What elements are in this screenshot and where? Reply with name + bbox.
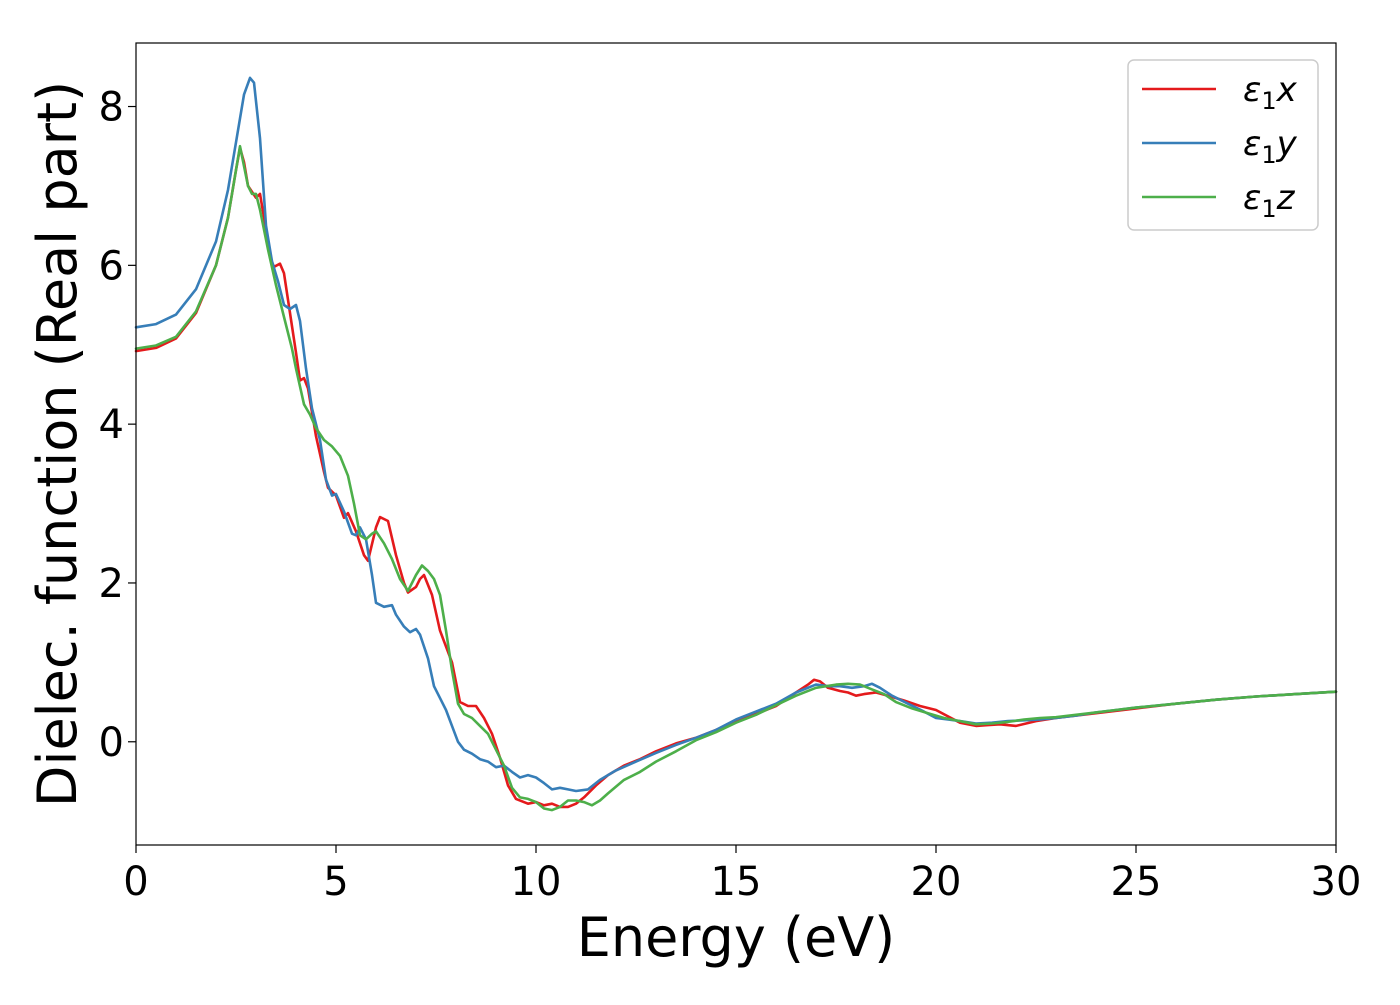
x-tick-label: 25 [1111, 859, 1162, 905]
series-line-z [134, 144, 1338, 812]
y-axis: 0 2 4 6 8 [99, 85, 136, 766]
legend-label-z: ε1z [1243, 178, 1296, 223]
y-tick-label: 8 [99, 85, 124, 131]
legend-items: ε1x ε1y ε1z [1142, 70, 1298, 223]
x-tick-label: 15 [711, 859, 762, 905]
legend: ε1x ε1y ε1z [1127, 59, 1319, 231]
x-tick-label: 30 [1311, 859, 1362, 905]
y-tick-label: 0 [99, 720, 124, 766]
series-layer [134, 76, 1338, 812]
x-axis-title: Energy (eV) [577, 906, 896, 969]
y-tick-label: 6 [99, 243, 124, 289]
legend-label-x: ε1x [1243, 70, 1298, 115]
y-tick-label: 2 [99, 561, 124, 607]
x-tick-label: 10 [511, 859, 562, 905]
y-axis-title: Dielec. function (Real part) [26, 81, 89, 807]
legend-box [1127, 59, 1319, 231]
x-tick-label: 0 [123, 859, 148, 905]
x-axis: 0 5 10 15 20 25 30 [123, 845, 1361, 905]
y-tick-label: 4 [99, 402, 124, 448]
legend-label-y: ε1y [1243, 124, 1298, 169]
series-line-x [134, 146, 1338, 809]
x-tick-label: 20 [911, 859, 962, 905]
x-tick-label: 5 [323, 859, 348, 905]
